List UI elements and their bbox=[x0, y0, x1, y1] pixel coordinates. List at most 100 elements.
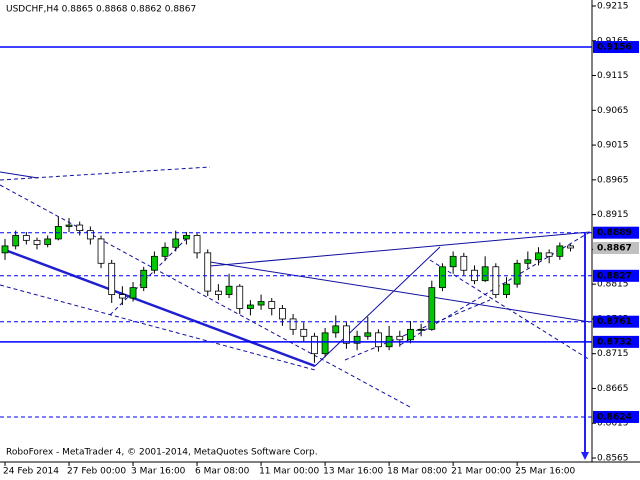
level-label: 0.8761 bbox=[597, 317, 632, 327]
candle-body bbox=[428, 287, 436, 330]
forecast-arrow bbox=[581, 452, 589, 460]
y-tick-label: 0.9215 bbox=[597, 2, 629, 12]
x-tick-label: 13 Mar 16:00 bbox=[323, 467, 383, 477]
candle-body bbox=[321, 332, 329, 355]
trend-line bbox=[109, 234, 191, 316]
candle-body bbox=[545, 252, 553, 257]
candle-body bbox=[311, 335, 318, 355]
candle-body bbox=[567, 245, 574, 249]
x-tick-label: 27 Feb 00:00 bbox=[67, 467, 126, 477]
candle-body bbox=[129, 287, 137, 299]
x-tick-label: 6 Mar 08:00 bbox=[195, 467, 250, 477]
level-label: 0.8732 bbox=[597, 337, 632, 347]
trend-line bbox=[209, 261, 591, 323]
candle-body bbox=[343, 325, 350, 344]
candle-body bbox=[289, 318, 297, 330]
candle-body bbox=[396, 335, 404, 341]
candle-body bbox=[364, 332, 372, 337]
y-tick-label: 0.8915 bbox=[597, 210, 629, 220]
y-tick-label: 0.8715 bbox=[597, 349, 629, 359]
level-label-box bbox=[593, 226, 639, 239]
y-tick-label: 0.9015 bbox=[597, 141, 629, 151]
candle-body bbox=[236, 285, 244, 309]
candle-body bbox=[65, 224, 73, 227]
x-tick-label: 11 Mar 00:00 bbox=[259, 467, 319, 477]
candle-body bbox=[161, 246, 169, 257]
candle-body bbox=[182, 235, 190, 240]
footer: RoboForex - MetaTrader 4, © 2001-2014, M… bbox=[6, 448, 318, 458]
candle-body bbox=[214, 290, 222, 295]
trend-line bbox=[0, 284, 316, 371]
chart-title: USDCHF,H4 0.8865 0.8868 0.8862 0.8867 bbox=[6, 5, 196, 15]
candle-body bbox=[225, 285, 233, 295]
trend-line bbox=[4, 248, 316, 368]
candle-body bbox=[12, 235, 20, 247]
candle-body bbox=[524, 259, 532, 264]
candle-body bbox=[535, 252, 542, 261]
x-tick-label: 18 Mar 08:00 bbox=[387, 467, 447, 477]
candle-body bbox=[407, 328, 414, 341]
candle-body bbox=[481, 266, 489, 282]
y-tick-label: 0.8815 bbox=[597, 280, 629, 290]
candle-body bbox=[76, 224, 84, 232]
candle-body bbox=[449, 255, 457, 268]
candle-body bbox=[513, 262, 521, 285]
candle-body bbox=[118, 294, 126, 299]
trend-line bbox=[429, 259, 591, 361]
candle-body bbox=[97, 238, 105, 264]
y-tick-label: 0.8615 bbox=[597, 419, 629, 429]
trend-line bbox=[314, 246, 441, 367]
candle-body bbox=[247, 304, 254, 309]
x-tick-label: 3 Mar 16:00 bbox=[131, 467, 186, 477]
y-tick-label: 0.8565 bbox=[597, 454, 629, 464]
level-label-box bbox=[593, 41, 639, 54]
candle-body bbox=[22, 235, 30, 241]
candle-body bbox=[417, 328, 425, 331]
trend-line bbox=[209, 231, 591, 267]
trend-line bbox=[0, 166, 211, 181]
y-tick-label: 0.8665 bbox=[597, 384, 629, 394]
candle-body bbox=[492, 266, 500, 295]
candle-body bbox=[33, 239, 41, 245]
level-label-box bbox=[593, 315, 639, 328]
y-tick-label: 0.9115 bbox=[597, 71, 629, 81]
candle-body bbox=[375, 332, 382, 348]
y-tick-label: 0.9065 bbox=[597, 106, 629, 116]
candle-body bbox=[257, 301, 265, 306]
level-label-box bbox=[593, 410, 639, 423]
level-label: 0.8867 bbox=[597, 243, 632, 253]
trend-line bbox=[0, 184, 411, 408]
level-label-box bbox=[593, 241, 639, 254]
x-tick-label: 25 Mar 16:00 bbox=[515, 467, 575, 477]
level-label: 0.9156 bbox=[597, 43, 632, 53]
candle-body bbox=[332, 325, 340, 334]
candle-body bbox=[556, 245, 564, 257]
level-label: 0.8624 bbox=[597, 412, 632, 422]
candle-body bbox=[140, 269, 148, 289]
trend-line bbox=[0, 171, 39, 179]
candle-body bbox=[300, 328, 308, 337]
candle-body bbox=[279, 308, 286, 320]
candle-body bbox=[353, 335, 361, 344]
candle-body bbox=[150, 255, 158, 271]
x-tick-label: 24 Feb 2014 bbox=[3, 467, 59, 477]
level-label-box bbox=[593, 335, 639, 348]
level-label: 0.8889 bbox=[597, 228, 632, 238]
candle-body bbox=[86, 230, 94, 240]
level-label-box bbox=[593, 269, 639, 282]
candle-body bbox=[193, 235, 201, 254]
level-label: 0.8827 bbox=[597, 271, 632, 281]
x-tick-label: 21 Mar 00:00 bbox=[451, 467, 511, 477]
candle-body bbox=[44, 238, 52, 245]
candle-body bbox=[503, 283, 510, 295]
candle-body bbox=[1, 245, 9, 254]
candle-body bbox=[439, 266, 446, 289]
candle-body bbox=[460, 255, 468, 271]
candle-body bbox=[172, 238, 180, 248]
y-tick-label: 0.8965 bbox=[597, 175, 629, 185]
candle-body bbox=[108, 262, 116, 295]
candle-body bbox=[204, 252, 212, 292]
candle-body bbox=[268, 301, 276, 309]
